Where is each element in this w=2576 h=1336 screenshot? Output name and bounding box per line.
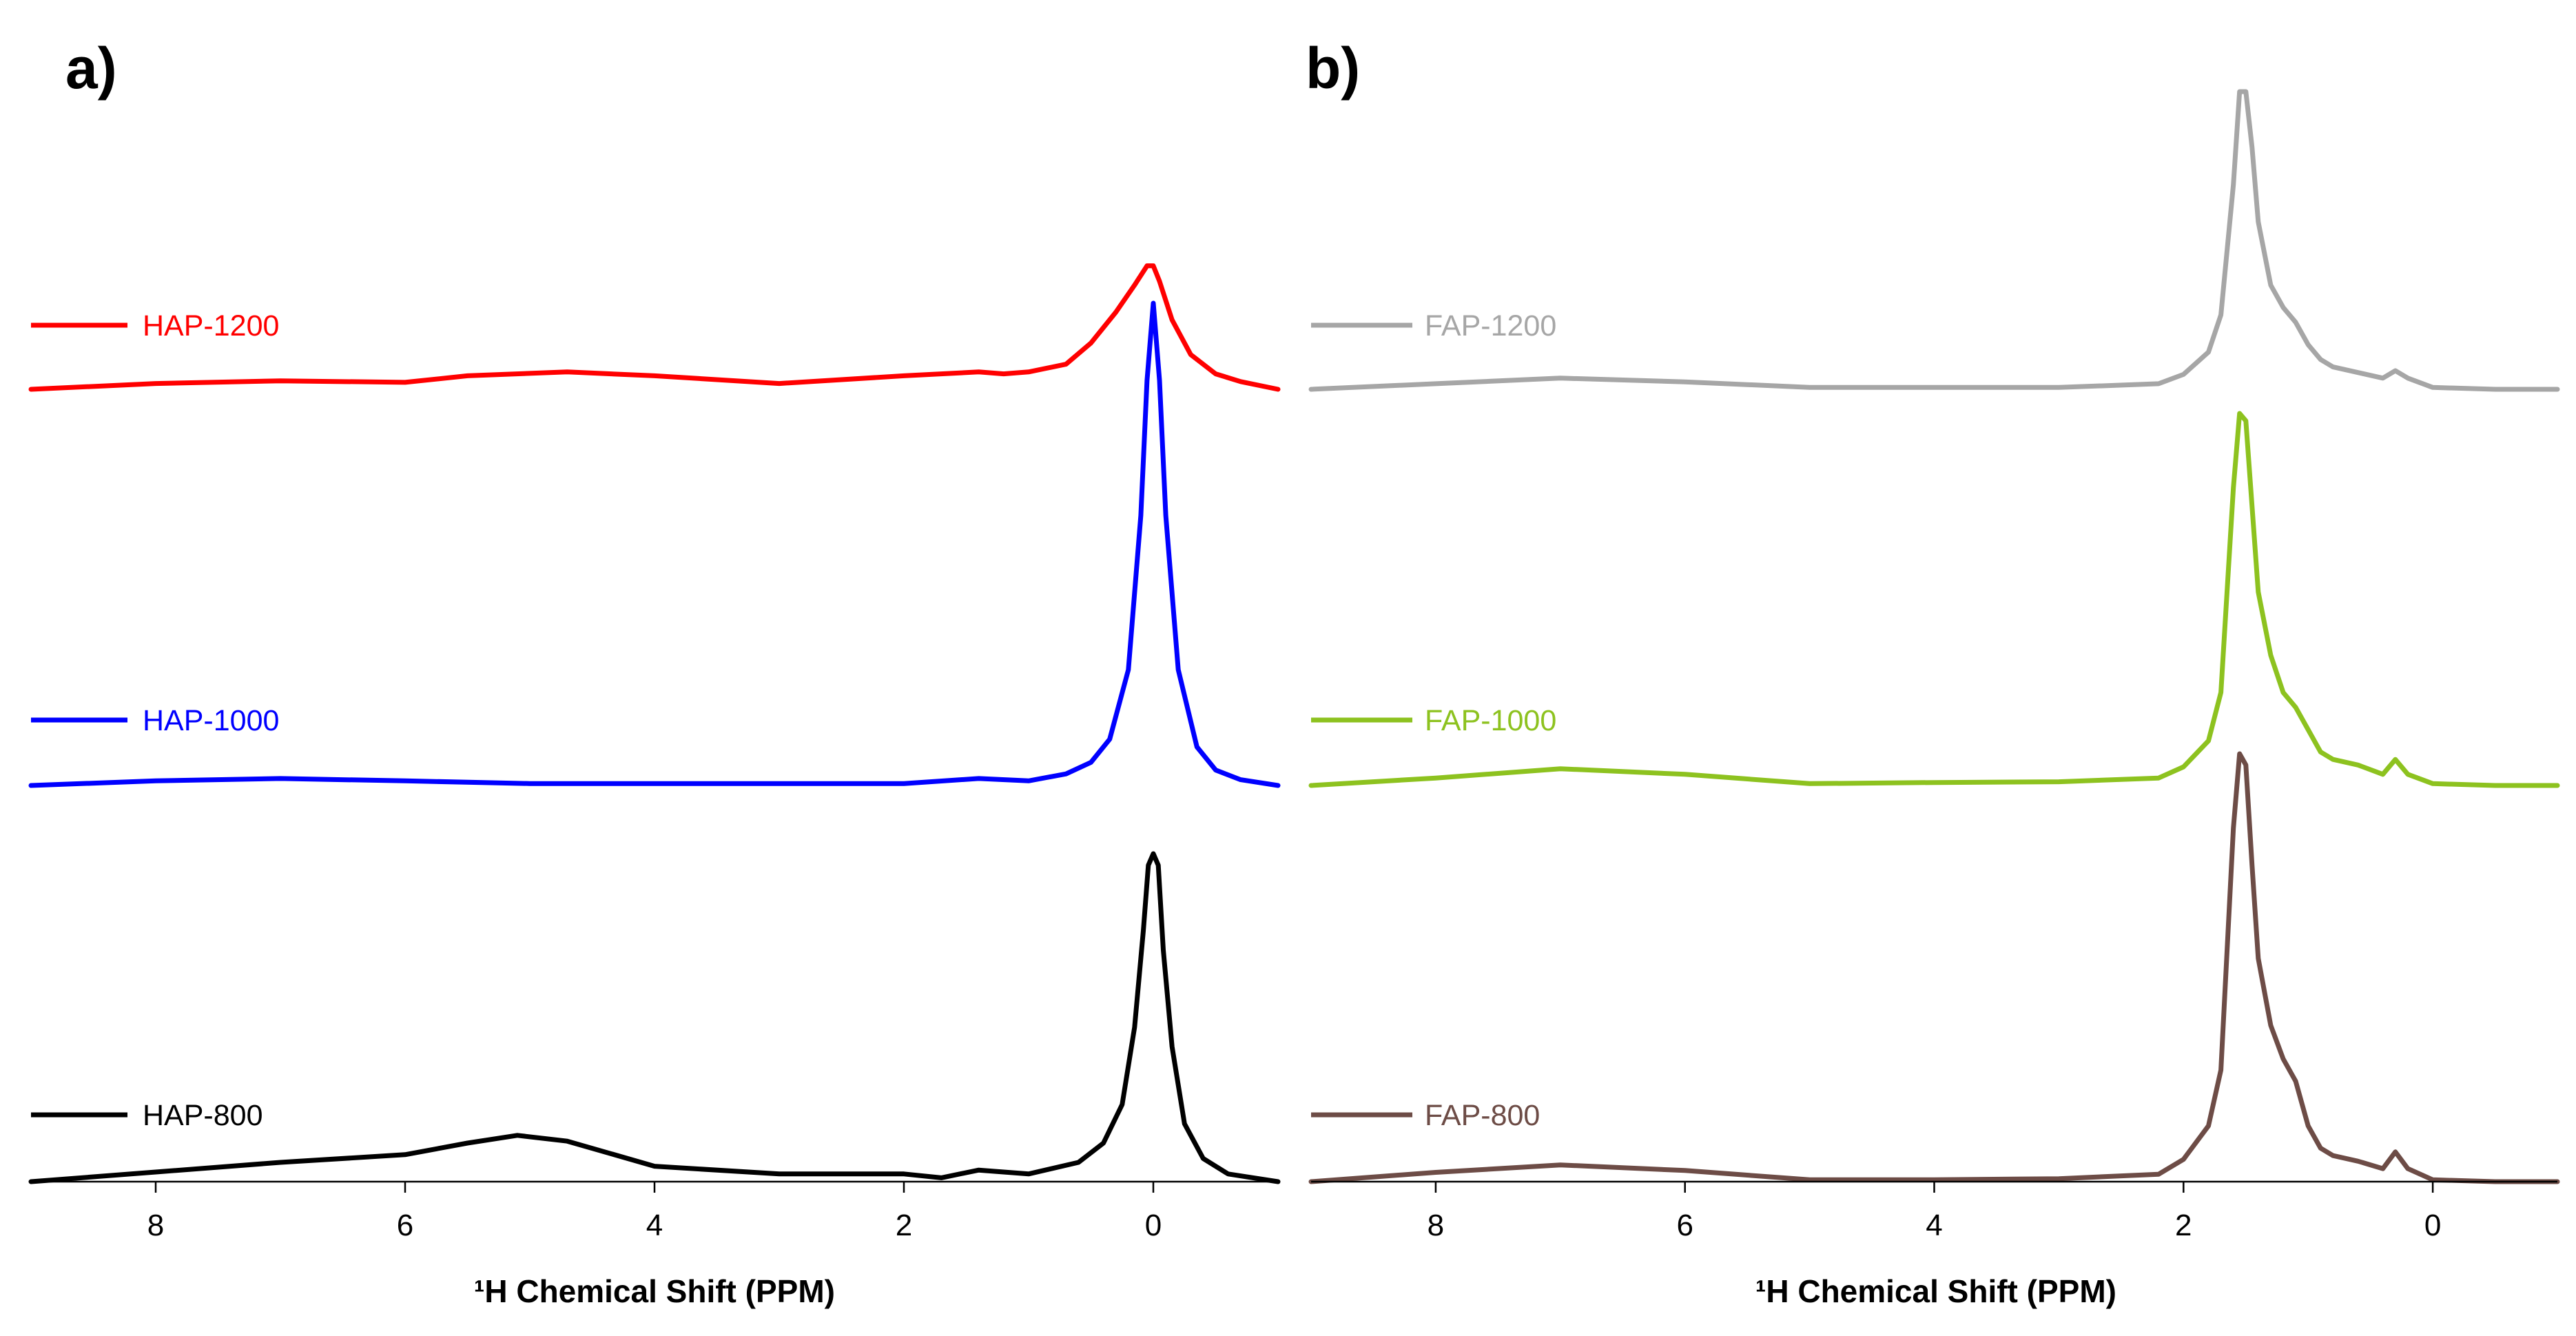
panel-b-legend: FAP-1200 FAP-1000 FAP-800 xyxy=(1311,309,1556,1132)
panel-a-tick-label: 6 xyxy=(397,1209,413,1242)
panel-b-label: b) xyxy=(1306,36,1360,101)
panel-a-legend-label-hap-1200: HAP-1200 xyxy=(143,309,279,342)
panel-a-legend-label-hap-800: HAP-800 xyxy=(143,1099,262,1132)
panel-b-legend-label-fap-1200: FAP-1200 xyxy=(1425,309,1556,342)
panel-b-tick-label: 8 xyxy=(1428,1209,1444,1242)
panel-b-tick-label: 2 xyxy=(2175,1209,2192,1242)
panel-a-tick-label: 0 xyxy=(1145,1209,1162,1242)
panel-a-trace-hap-1000 xyxy=(28,300,1281,788)
panel-b-x-axis-title: ¹H Chemical Shift (PPM) xyxy=(1755,1273,2116,1309)
panel-a-tick-label: 4 xyxy=(646,1209,663,1242)
panel-a-tick-label: 2 xyxy=(896,1209,912,1242)
panel-b-ticks: 8 6 4 2 0 xyxy=(1428,1182,2441,1242)
panel-a-x-axis-title: ¹H Chemical Shift (PPM) xyxy=(474,1273,835,1309)
panel-b-legend-label-fap-1000: FAP-1000 xyxy=(1425,704,1556,737)
panel-b: b) FAP-1200 FAP-1000 FAP-800 8 6 4 2 0 ¹H Chem… xyxy=(1306,36,2560,1309)
panel-a-ticks: 8 6 4 2 0 xyxy=(147,1182,1162,1242)
panel-a-traces xyxy=(28,263,1281,1184)
panel-b-tick-label: 6 xyxy=(1676,1209,1693,1242)
panel-a-trace-hap-1200 xyxy=(28,263,1281,392)
panel-a: a) HAP-1200 HAP-1000 HAP-800 8 6 4 2 0 ¹H Chem… xyxy=(28,36,1281,1309)
panel-a-trace-hap-800 xyxy=(28,851,1281,1184)
panel-b-tick-label: 0 xyxy=(2424,1209,2441,1242)
panel-b-trace-fap-1200 xyxy=(1308,89,2560,392)
panel-b-legend-label-fap-800: FAP-800 xyxy=(1425,1099,1540,1132)
panel-a-legend: HAP-1200 HAP-1000 HAP-800 xyxy=(31,309,279,1132)
panel-a-legend-label-hap-1000: HAP-1000 xyxy=(143,704,279,737)
panel-b-trace-fap-1000 xyxy=(1308,411,2560,788)
panel-b-tick-label: 4 xyxy=(1926,1209,1942,1242)
panel-b-traces xyxy=(1308,89,2560,1184)
panel-b-trace-fap-800 xyxy=(1308,751,2560,1184)
panel-a-tick-label: 8 xyxy=(147,1209,164,1242)
panel-a-label: a) xyxy=(65,36,117,101)
